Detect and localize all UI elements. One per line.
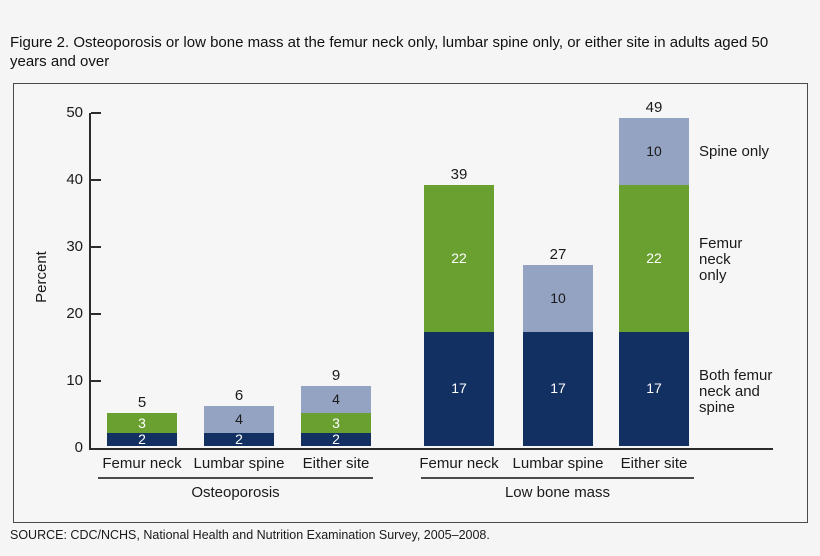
y-tick xyxy=(91,112,101,114)
group-underline xyxy=(421,477,694,479)
bar: 17 22 10 xyxy=(619,117,689,446)
bar-segment-value: 22 xyxy=(451,249,467,266)
legend-item-both: Both femur neck and spine xyxy=(699,367,773,416)
y-axis-line xyxy=(89,113,91,450)
bar-total-label: 27 xyxy=(549,246,567,264)
bar-segment-femur: 22 xyxy=(424,184,494,333)
bar-segment-value: 3 xyxy=(138,414,146,431)
figure-title: Figure 2. Osteoporosis or low bone mass … xyxy=(10,34,769,70)
y-tick xyxy=(91,380,101,382)
bar-segment-value: 4 xyxy=(332,390,340,407)
bar-segment-value: 17 xyxy=(550,380,566,397)
bar-segment-spine: 10 xyxy=(619,117,689,185)
bar-category-label: Femur neck xyxy=(102,455,182,472)
bar-segment-both: 2 xyxy=(204,430,274,447)
bar-segment-value: 2 xyxy=(332,430,340,447)
bar-segment-femur: 3 xyxy=(107,412,177,433)
y-tick-label: 20 xyxy=(66,305,83,322)
bar-total-label: 49 xyxy=(645,98,663,116)
bar-category-label: Lumbar spine xyxy=(512,455,604,472)
bar-segment-both: 17 xyxy=(523,332,593,446)
bar-segment-both: 2 xyxy=(107,430,177,447)
bar-segment-value: 2 xyxy=(235,430,243,447)
y-tick-label: 30 xyxy=(66,238,83,255)
bar-category-label: Either site xyxy=(302,455,370,472)
bar: 17 10 xyxy=(523,265,593,446)
bar-total-label: 5 xyxy=(137,393,147,411)
bar-category-label: Either site xyxy=(620,455,688,472)
bar-segment-both: 17 xyxy=(619,332,689,446)
bar-segment-value: 10 xyxy=(646,142,662,159)
y-tick xyxy=(91,313,101,315)
bar-segment-femur: 3 xyxy=(301,412,371,433)
x-baseline xyxy=(89,448,773,450)
bar-total-label: 6 xyxy=(234,386,244,404)
y-tick-label: 10 xyxy=(66,372,83,389)
bar-segment-value: 17 xyxy=(646,380,662,397)
y-tick xyxy=(91,246,101,248)
chart-plot-area: Percent 0 10 20 30 40 50 2 3 5 Femur neck 2 4 6 Lumba… xyxy=(13,83,808,523)
y-axis-title: Percent xyxy=(33,251,50,303)
bar-segment-value: 3 xyxy=(332,414,340,431)
bar-category-label: Lumbar spine xyxy=(193,455,285,472)
source-note: SOURCE: CDC/NCHS, National Health and Nu… xyxy=(10,528,490,542)
group-underline xyxy=(98,477,373,479)
bar-total-label: 39 xyxy=(450,165,468,183)
bar-segment-spine: 10 xyxy=(523,265,593,333)
bar-segment-femur: 22 xyxy=(619,184,689,333)
bar-segment-both: 17 xyxy=(424,332,494,446)
y-tick xyxy=(91,179,101,181)
bar-segment-both: 2 xyxy=(301,430,371,447)
bar-segment-value: 10 xyxy=(550,290,566,307)
group-label: Low bone mass xyxy=(504,484,611,501)
bar-segment-value: 22 xyxy=(646,249,662,266)
bar-segment-value: 4 xyxy=(235,410,243,427)
group-label: Osteoporosis xyxy=(191,484,280,501)
y-tick-label: 40 xyxy=(66,171,83,188)
legend-item-femur: Femur neck only xyxy=(699,235,743,284)
bar-segment-spine: 4 xyxy=(301,385,371,413)
bar-total-label: 9 xyxy=(331,366,341,384)
bar-segment-value: 17 xyxy=(451,380,467,397)
legend-item-spine: Spine only xyxy=(699,143,770,160)
y-tick-label: 0 xyxy=(74,439,83,456)
bar-segment-value: 2 xyxy=(138,430,146,447)
bar-segment-spine: 4 xyxy=(204,405,274,433)
bar-category-label: Femur neck xyxy=(419,455,499,472)
bar: 17 22 xyxy=(424,184,494,446)
y-tick-label: 50 xyxy=(66,104,83,121)
